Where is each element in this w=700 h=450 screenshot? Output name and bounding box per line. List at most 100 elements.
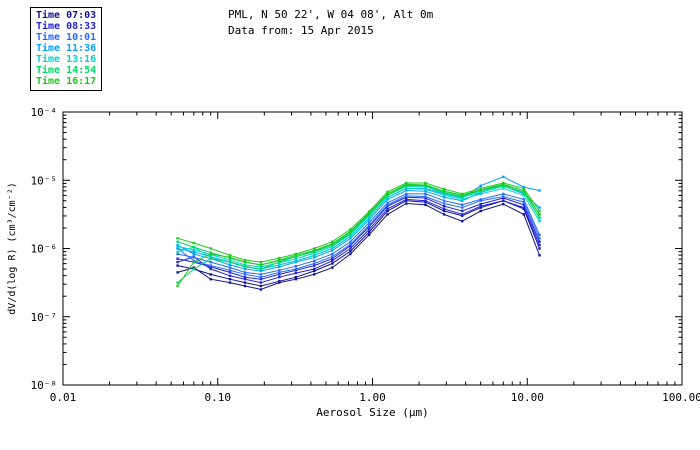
data-point-marker bbox=[442, 207, 446, 211]
data-point-marker bbox=[243, 263, 247, 267]
data-point-marker bbox=[367, 214, 371, 217]
data-point-marker bbox=[479, 187, 482, 190]
data-point-marker bbox=[331, 242, 334, 245]
data-point-marker bbox=[209, 267, 212, 271]
data-point-marker bbox=[367, 224, 371, 227]
data-point-marker bbox=[522, 187, 525, 190]
legend: Time 07:03 Time 08:33 Time 10:01 Time 11:36… bbox=[30, 7, 103, 91]
data-point-marker bbox=[313, 267, 316, 271]
data-point-marker bbox=[538, 189, 541, 192]
data-point-marker bbox=[313, 256, 316, 259]
plot-title: PML, N 50 22', W 04 08', Alt 0m bbox=[228, 8, 434, 21]
data-point-marker bbox=[331, 245, 334, 248]
data-point-marker bbox=[243, 281, 247, 284]
data-point-marker bbox=[243, 271, 247, 274]
data-point-marker bbox=[367, 213, 371, 216]
data-point-marker bbox=[522, 207, 525, 211]
data-point-marker bbox=[294, 252, 298, 256]
data-point-marker bbox=[176, 257, 179, 260]
data-point-marker bbox=[405, 184, 408, 187]
x-tick-label: 1.00 bbox=[359, 391, 386, 404]
legend-item: Time 14:54 bbox=[36, 65, 97, 76]
data-point-marker bbox=[405, 189, 408, 192]
data-point-marker bbox=[479, 206, 482, 209]
data-point-marker bbox=[386, 209, 389, 213]
data-point-marker bbox=[259, 260, 263, 264]
data-point-marker bbox=[522, 200, 525, 204]
data-point-marker bbox=[424, 181, 427, 185]
legend-item: Time 13:16 bbox=[36, 54, 97, 65]
data-point-marker bbox=[442, 194, 446, 197]
data-point-marker bbox=[502, 202, 505, 206]
data-point-marker bbox=[349, 228, 352, 231]
data-point-marker bbox=[405, 192, 408, 196]
data-point-marker bbox=[278, 271, 281, 274]
data-point-marker bbox=[522, 203, 525, 206]
data-point-marker bbox=[176, 250, 179, 254]
data-point-marker bbox=[442, 199, 446, 202]
data-point-marker bbox=[386, 213, 389, 216]
data-point-marker bbox=[367, 216, 371, 219]
data-point-marker bbox=[479, 202, 482, 206]
data-point-marker bbox=[424, 196, 427, 200]
data-point-marker bbox=[259, 263, 263, 267]
y-tick-label: 10⁻⁸ bbox=[31, 379, 58, 392]
data-point-marker bbox=[461, 214, 464, 217]
data-point-marker bbox=[176, 237, 179, 240]
data-point-marker bbox=[192, 245, 195, 249]
data-point-marker bbox=[209, 278, 212, 281]
data-point-marker bbox=[259, 273, 263, 276]
data-point-marker bbox=[278, 276, 281, 279]
data-point-marker bbox=[228, 274, 232, 277]
data-point-marker bbox=[192, 241, 195, 245]
data-point-marker bbox=[278, 280, 281, 283]
data-point-marker bbox=[538, 240, 541, 243]
data-point-marker bbox=[502, 184, 505, 187]
y-tick-label: 10⁻⁶ bbox=[31, 243, 58, 256]
data-point-marker bbox=[538, 237, 541, 240]
data-point-marker bbox=[479, 192, 482, 196]
data-point-marker bbox=[522, 194, 525, 197]
data-point-marker bbox=[522, 185, 525, 189]
data-point-marker bbox=[331, 247, 334, 250]
data-point-marker bbox=[461, 198, 464, 201]
data-point-marker bbox=[228, 278, 232, 281]
data-point-marker bbox=[538, 220, 541, 223]
data-point-marker bbox=[294, 255, 298, 258]
data-point-marker bbox=[259, 276, 263, 279]
data-point-marker bbox=[313, 254, 316, 257]
data-point-marker bbox=[442, 213, 446, 216]
data-point-marker bbox=[424, 192, 427, 196]
data-point-marker bbox=[294, 265, 298, 268]
data-point-marker bbox=[479, 188, 482, 191]
data-point-marker bbox=[461, 203, 464, 206]
data-point-marker bbox=[349, 240, 352, 243]
data-point-marker bbox=[294, 276, 298, 279]
data-point-marker bbox=[294, 254, 298, 257]
data-point-marker bbox=[278, 269, 281, 272]
data-point-marker bbox=[461, 199, 464, 202]
data-point-marker bbox=[243, 276, 247, 279]
data-point-marker bbox=[278, 263, 281, 267]
data-point-marker bbox=[367, 233, 371, 237]
data-point-marker bbox=[294, 271, 298, 275]
data-point-marker bbox=[522, 189, 525, 192]
data-point-marker bbox=[424, 199, 427, 202]
data-point-marker bbox=[228, 281, 232, 284]
data-point-marker bbox=[313, 273, 316, 276]
data-point-marker bbox=[294, 278, 298, 281]
data-point-marker bbox=[331, 266, 334, 269]
data-point-marker bbox=[349, 235, 352, 238]
data-point-marker bbox=[331, 259, 334, 262]
series-line-time-07-03 bbox=[176, 199, 541, 288]
data-point-marker bbox=[331, 255, 334, 258]
data-point-marker bbox=[367, 210, 371, 213]
data-point-marker bbox=[405, 183, 408, 186]
data-point-marker bbox=[502, 181, 505, 185]
x-tick-label: 0.10 bbox=[205, 391, 232, 404]
data-point-marker bbox=[522, 206, 525, 209]
data-point-marker bbox=[243, 258, 247, 262]
data-point-marker bbox=[405, 199, 408, 202]
data-point-marker bbox=[502, 196, 505, 200]
